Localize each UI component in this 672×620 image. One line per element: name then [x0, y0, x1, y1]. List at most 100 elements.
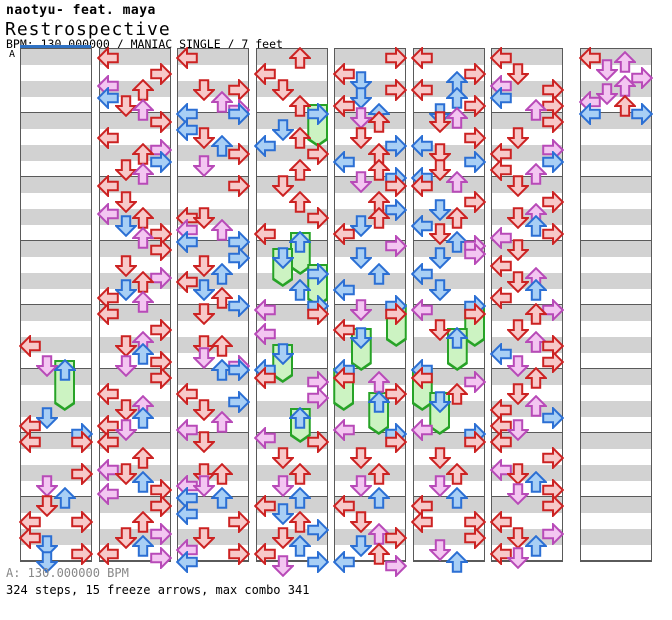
- arrow-up-icon: [446, 206, 469, 229]
- arrow-left-icon: [97, 202, 120, 225]
- arrow-down-icon: [36, 406, 59, 429]
- arrow-up-icon: [289, 158, 312, 181]
- arrow-up-icon: [210, 334, 233, 357]
- arrow-left-icon: [489, 430, 512, 453]
- arrow-left-icon: [97, 46, 120, 69]
- arrow-down-icon: [428, 318, 451, 341]
- arrow-right-icon: [149, 318, 172, 341]
- arrow-up-icon: [289, 534, 312, 557]
- arrow-down-icon: [507, 206, 530, 229]
- arrow-right-icon: [149, 62, 172, 85]
- arrow-left-icon: [97, 542, 120, 565]
- arrow-left-icon: [97, 126, 120, 149]
- arrow-down-icon: [428, 198, 451, 221]
- footer-stats-line: 324 steps, 15 freeze arrows, max combo 3…: [6, 583, 310, 597]
- arrow-right-icon: [306, 142, 329, 165]
- arrow-up-icon: [210, 286, 233, 309]
- arrow-right-icon: [228, 246, 251, 269]
- arrow-left-icon: [489, 226, 512, 249]
- arrow-up-icon: [446, 106, 469, 129]
- arrow-up-icon: [613, 94, 636, 117]
- arrow-down-icon: [507, 546, 530, 569]
- arrow-right-icon: [463, 370, 486, 393]
- arrow-left-icon: [254, 322, 277, 345]
- arrow-left-icon: [332, 318, 355, 341]
- arrow-right-icon: [542, 298, 565, 321]
- arrow-up-icon: [367, 462, 390, 485]
- arrow-left-icon: [489, 254, 512, 277]
- arrow-up-icon: [289, 46, 312, 69]
- arrow-left-icon: [97, 458, 120, 481]
- measure-column: [97, 46, 172, 569]
- arrow-right-icon: [385, 46, 408, 69]
- measure-column: [332, 46, 408, 577]
- arrow-left-icon: [489, 458, 512, 481]
- arrow-down-icon: [428, 110, 451, 133]
- arrow-right-icon: [149, 238, 172, 261]
- arrow-up-icon: [446, 486, 469, 509]
- arrow-right-icon: [149, 522, 172, 545]
- arrow-down-icon: [271, 174, 294, 197]
- arrow-down-icon: [114, 354, 137, 377]
- arrow-right-icon: [542, 150, 565, 173]
- arrow-right-icon: [542, 190, 565, 213]
- arrow-down-icon: [428, 474, 451, 497]
- arrow-right-icon: [149, 366, 172, 389]
- arrow-up-icon: [132, 162, 155, 185]
- arrow-right-icon: [463, 150, 486, 173]
- arrow-down-icon: [271, 446, 294, 469]
- arrow-right-icon: [71, 542, 94, 565]
- arrow-down-icon: [428, 390, 451, 413]
- arrow-down-icon: [271, 118, 294, 141]
- arrow-right-icon: [631, 66, 654, 89]
- arrow-down-icon: [350, 86, 373, 109]
- arrow-up-icon: [524, 394, 547, 417]
- arrow-up-icon: [210, 410, 233, 433]
- arrow-up-icon: [524, 214, 547, 237]
- arrow-up-icon: [446, 550, 469, 573]
- arrow-down-icon: [507, 382, 530, 405]
- arrow-up-icon: [132, 290, 155, 313]
- arrow-down-icon: [271, 502, 294, 525]
- arrow-right-icon: [385, 526, 408, 549]
- arrow-up-icon: [132, 534, 155, 557]
- measure-column: [175, 46, 251, 573]
- arrow-left-icon: [489, 542, 512, 565]
- arrow-down-icon: [193, 206, 216, 229]
- arrow-left-icon: [332, 62, 355, 85]
- arrow-up-icon: [132, 510, 155, 533]
- arrow-left-icon: [332, 550, 355, 573]
- arrow-down-icon: [114, 190, 137, 213]
- arrow-right-icon: [385, 302, 408, 325]
- arrow-left-icon: [411, 174, 434, 197]
- song-title: Restrospective: [5, 19, 171, 40]
- arrow-down-icon: [596, 82, 619, 105]
- arrow-right-icon: [542, 522, 565, 545]
- arrow-down-icon: [428, 446, 451, 469]
- arrow-right-icon: [385, 174, 408, 197]
- arrow-down-icon: [596, 58, 619, 81]
- arrow-up-icon: [446, 462, 469, 485]
- arrow-down-icon: [114, 254, 137, 277]
- arrow-right-icon: [542, 406, 565, 429]
- arrow-left-icon: [18, 334, 41, 357]
- arrow-right-icon: [306, 102, 329, 125]
- arrow-right-icon: [306, 386, 329, 409]
- arrow-down-icon: [350, 534, 373, 557]
- arrow-left-icon: [411, 510, 434, 533]
- arrow-right-icon: [228, 294, 251, 317]
- bpm-section-marker: [20, 45, 91, 48]
- measure-column: [411, 46, 486, 573]
- arrow-right-icon: [228, 542, 251, 565]
- arrow-up-icon: [210, 462, 233, 485]
- arrow-up-icon: [524, 278, 547, 301]
- arrow-left-icon: [411, 78, 434, 101]
- arrow-right-icon: [71, 430, 94, 453]
- arrow-right-icon: [463, 190, 486, 213]
- arrow-up-icon: [210, 262, 233, 285]
- arrow-down-icon: [271, 246, 294, 269]
- arrow-down-icon: [428, 142, 451, 165]
- arrow-down-icon: [36, 534, 59, 557]
- arrow-up-icon: [367, 390, 390, 413]
- arrow-up-icon: [210, 486, 233, 509]
